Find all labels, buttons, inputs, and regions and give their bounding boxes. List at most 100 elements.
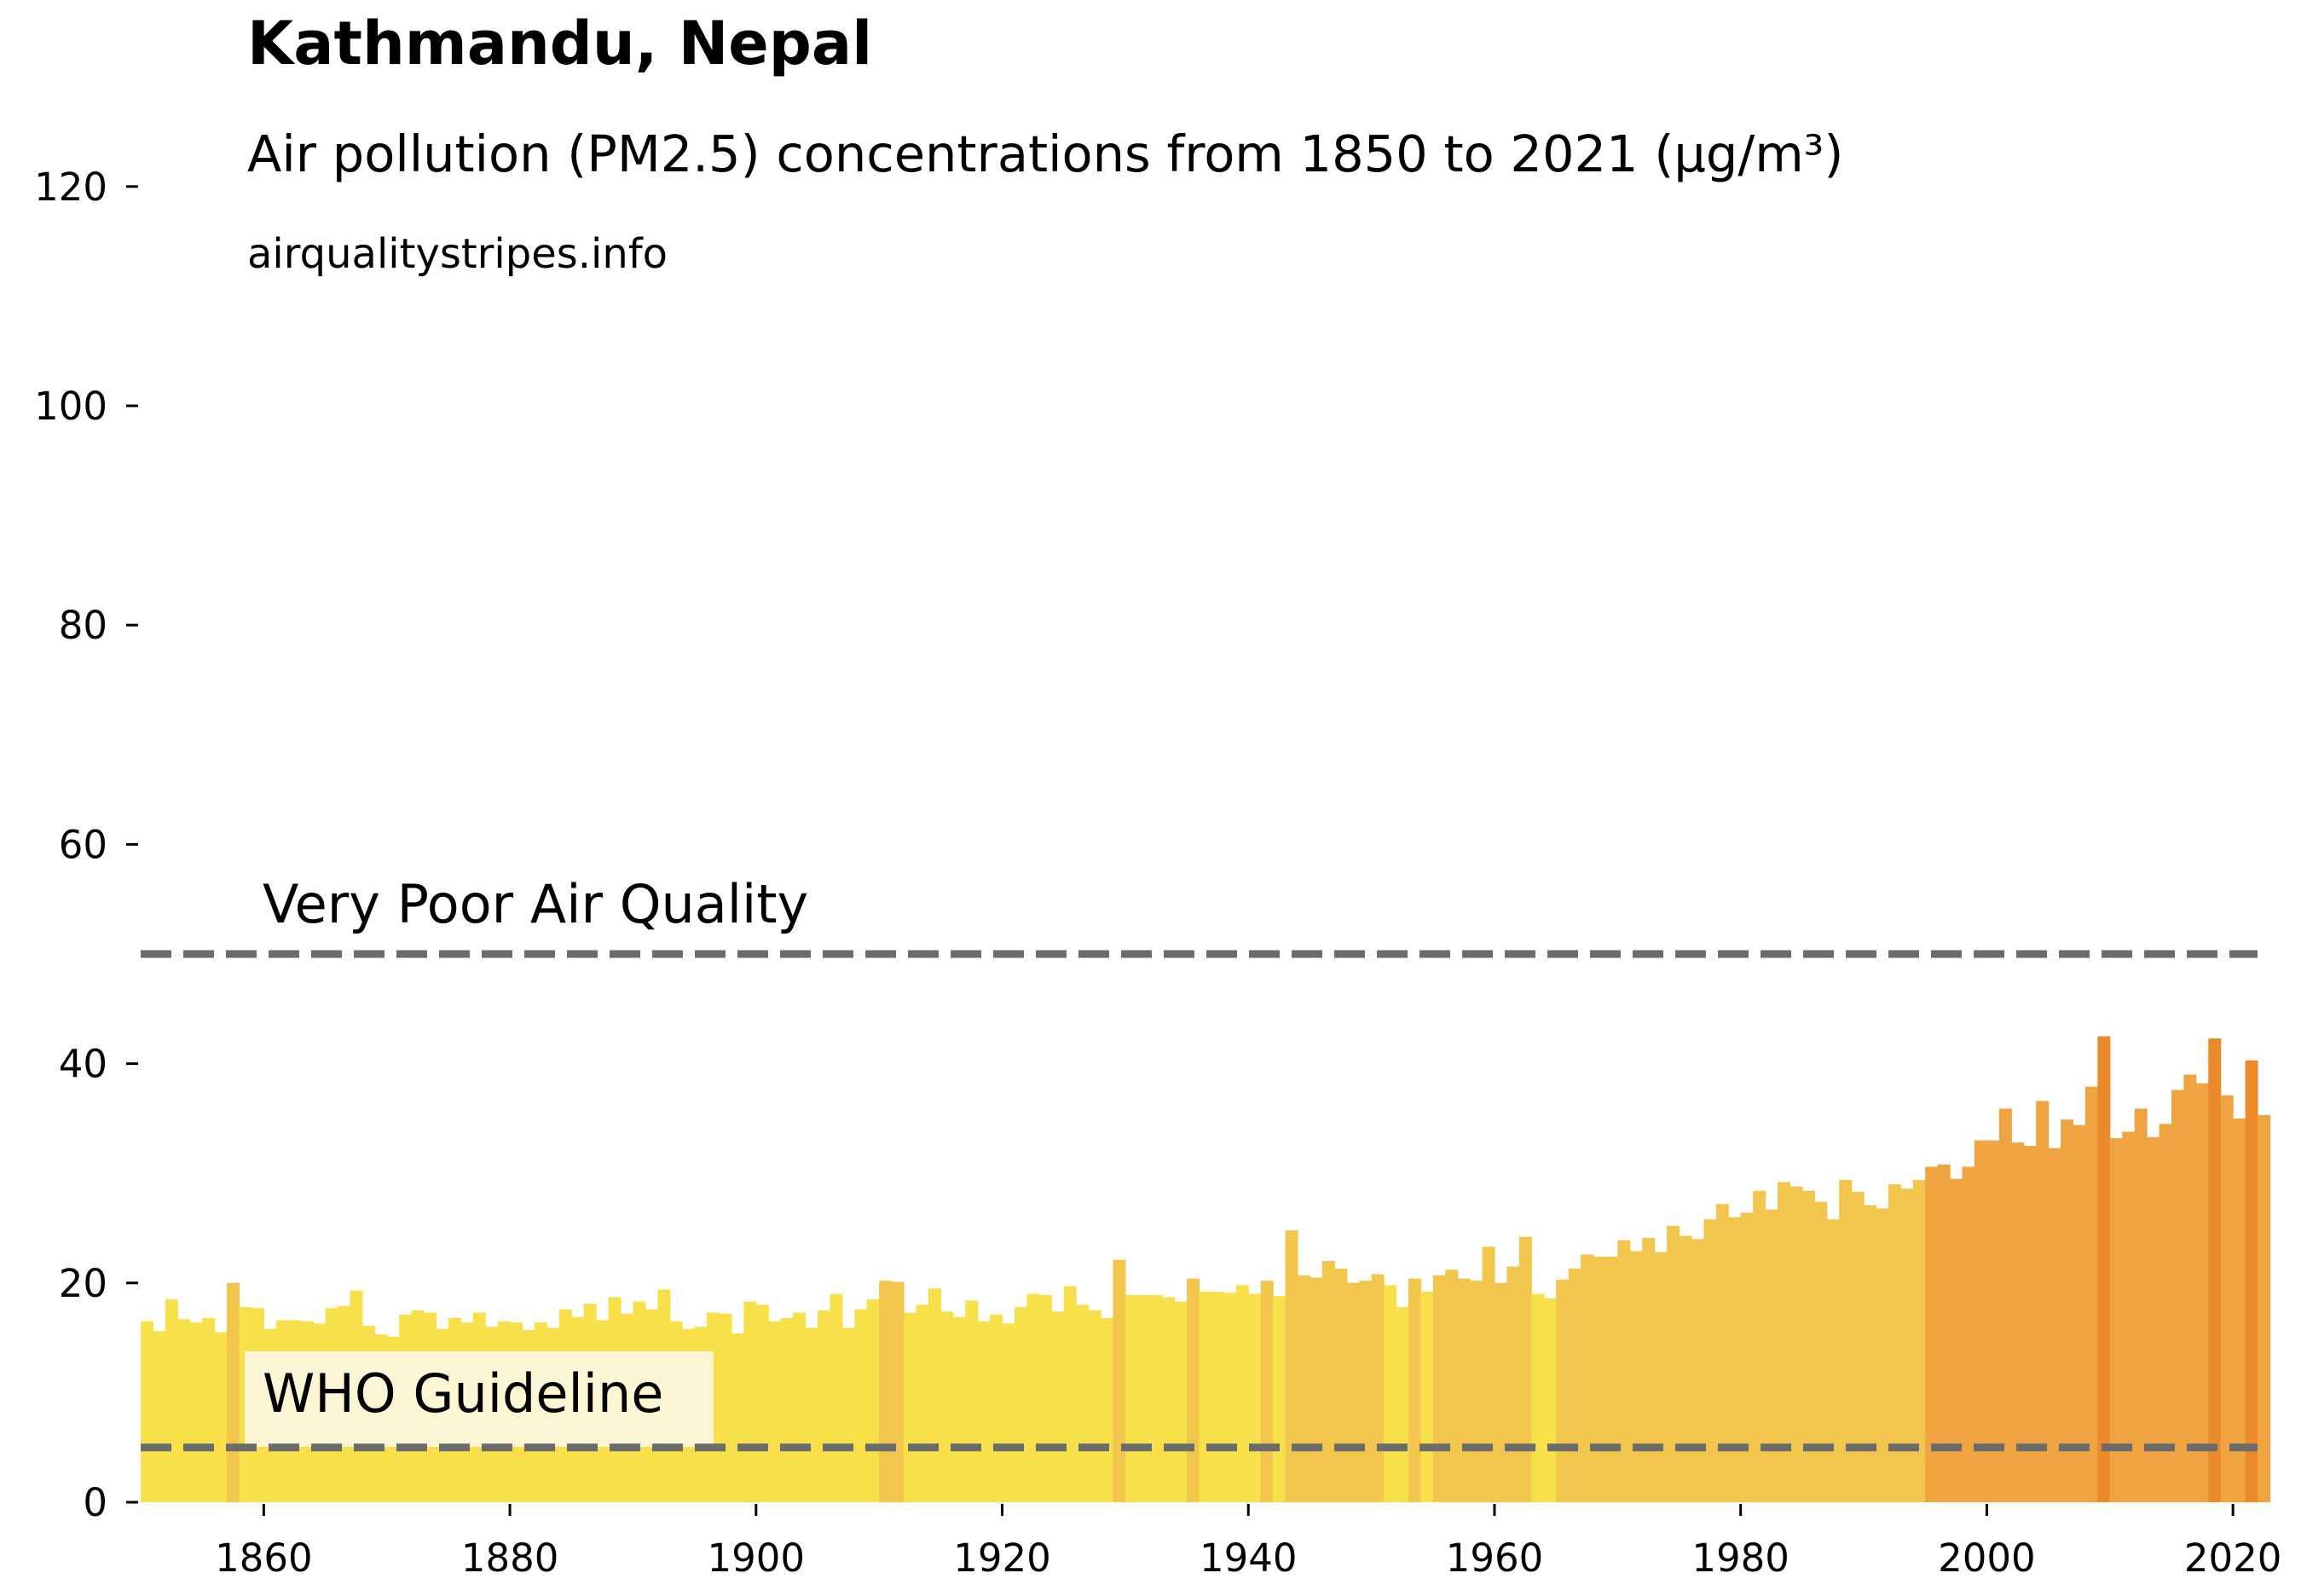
bar-1960 (1494, 1282, 1508, 1502)
bar-2008 (2084, 1086, 2098, 1502)
bar-1937 (1211, 1292, 1224, 1502)
who-guideline-label: WHO Guideline (263, 1362, 663, 1425)
bar-1919 (990, 1315, 1003, 1502)
bar-2005 (2048, 1148, 2061, 1502)
x-tick-label-2020: 2020 (2184, 1535, 2282, 1581)
bar-1995 (1925, 1166, 1939, 1502)
bar-1991 (1876, 1208, 1889, 1502)
bar-2012 (2134, 1108, 2148, 1502)
bar-2018 (2208, 1038, 2222, 1502)
bar-1901 (768, 1321, 782, 1502)
bar-1957 (1457, 1278, 1471, 1502)
bar-1925 (1063, 1286, 1077, 1502)
x-tick-label-1920: 1920 (953, 1535, 1051, 1581)
bar-1997 (1950, 1178, 1963, 1502)
bar-1898 (731, 1333, 744, 1502)
bar-1947 (1334, 1269, 1348, 1502)
bar-1935 (1187, 1278, 1200, 1502)
bar-2022 (2258, 1115, 2271, 1502)
bar-1966 (1568, 1269, 1581, 1502)
bar-1927 (1088, 1310, 1101, 1502)
chart-source: airqualitystripes.info (247, 230, 668, 278)
bar-1980 (1740, 1212, 1754, 1502)
bar-1963 (1531, 1293, 1545, 1502)
bar-2020 (2233, 1118, 2246, 1502)
bar-1999 (1974, 1140, 1988, 1502)
bar-1936 (1199, 1292, 1212, 1502)
bar-1952 (1396, 1307, 1409, 1502)
bar-1946 (1321, 1261, 1335, 1502)
bar-1928 (1101, 1317, 1114, 1502)
bar-1943 (1285, 1230, 1298, 1502)
bar-1949 (1359, 1281, 1373, 1502)
bar-2002 (2011, 1142, 2025, 1502)
bar-1977 (1703, 1219, 1717, 1502)
bar-1955 (1432, 1275, 1446, 1502)
bar-1857 (227, 1282, 240, 1502)
bar-2013 (2147, 1136, 2160, 1502)
bar-1972 (1642, 1238, 1656, 1502)
bar-1990 (1864, 1205, 1877, 1502)
bar-1921 (1014, 1307, 1027, 1502)
x-tick-label-1860: 1860 (215, 1535, 313, 1581)
x-axis: 1860 1880 1900 1920 1940 1960 1980 2000 2020 (215, 1504, 2281, 1581)
bar-1913 (916, 1304, 929, 1502)
y-tick-label-20: 20 (59, 1261, 107, 1306)
bar-1989 (1851, 1192, 1865, 1502)
x-tick-label-1940: 1940 (1200, 1535, 1298, 1581)
bar-1985 (1801, 1190, 1815, 1502)
bar-1912 (904, 1312, 917, 1502)
bar-1945 (1310, 1277, 1323, 1502)
y-axis: 0 20 40 60 80 100 120 (34, 165, 138, 1525)
bar-2021 (2245, 1060, 2258, 1502)
bar-1918 (977, 1321, 991, 1502)
y-tick-label-60: 60 (59, 822, 107, 867)
bar-1853 (177, 1319, 191, 1502)
bar-1951 (1384, 1285, 1397, 1502)
bar-1850 (141, 1321, 154, 1502)
bar-2016 (2183, 1074, 2197, 1502)
y-tick-label-0: 0 (83, 1480, 107, 1525)
bar-1942 (1273, 1296, 1286, 1502)
bar-1970 (1617, 1240, 1631, 1502)
bar-1910 (879, 1281, 893, 1502)
bar-1971 (1629, 1251, 1643, 1502)
bar-1984 (1790, 1186, 1803, 1502)
bar-1939 (1235, 1285, 1249, 1502)
bar-1976 (1691, 1239, 1704, 1502)
x-tick-label-1980: 1980 (1691, 1535, 1790, 1581)
chart-subtitle: Air pollution (PM2.5) concentrations fro… (247, 124, 1844, 183)
bar-1900 (755, 1304, 769, 1502)
bar-1974 (1667, 1225, 1680, 1502)
bar-1973 (1654, 1252, 1668, 1502)
bar-1993 (1900, 1188, 1914, 1502)
bar-1905 (817, 1310, 831, 1502)
bar-2010 (2109, 1138, 2123, 1502)
bar-1904 (805, 1327, 818, 1502)
bar-1967 (1581, 1254, 1594, 1502)
bar-1975 (1679, 1235, 1692, 1502)
very-poor-air-quality-label: Very Poor Air Quality (263, 873, 808, 935)
who-label-box (245, 1351, 714, 1447)
bar-1922 (1026, 1293, 1040, 1502)
bar-1994 (1912, 1179, 1926, 1502)
bar-1929 (1113, 1259, 1126, 1502)
bar-1982 (1765, 1209, 1778, 1502)
bar-2006 (2061, 1119, 2074, 1502)
bar-2007 (2073, 1125, 2086, 1502)
bar-1938 (1223, 1292, 1237, 1502)
bar-1907 (841, 1327, 855, 1502)
reference-lines-group: Very Poor Air Quality WHO Guideline (141, 873, 2258, 1452)
bar-2015 (2171, 1090, 2184, 1502)
x-tick-label-1880: 1880 (461, 1535, 559, 1581)
bar-1948 (1346, 1282, 1360, 1502)
bar-2009 (2097, 1036, 2111, 1502)
bar-1902 (780, 1317, 794, 1502)
bar-1906 (830, 1293, 843, 1502)
bar-1953 (1408, 1278, 1421, 1502)
bar-2000 (1986, 1140, 2000, 1502)
bar-1954 (1420, 1292, 1434, 1502)
bar-1978 (1715, 1204, 1729, 1502)
bar-1897 (719, 1313, 732, 1502)
